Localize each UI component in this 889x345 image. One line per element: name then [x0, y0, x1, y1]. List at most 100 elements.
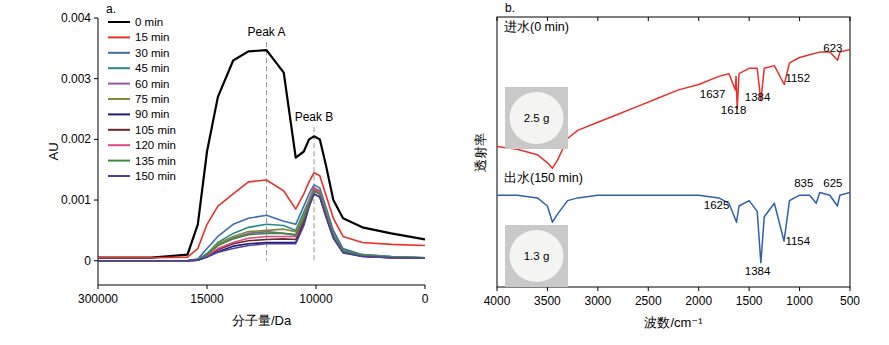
annotation: Peak A — [247, 25, 285, 39]
x-tick — [98, 285, 99, 289]
legend-swatch — [108, 52, 130, 54]
peak-label: 835 — [794, 177, 813, 189]
series-line — [98, 188, 425, 261]
figure: 00.0010.0020.0030.00430000015000100000分子… — [0, 0, 889, 345]
series-line — [98, 194, 425, 261]
plot-area — [98, 42, 425, 261]
x-tick-top — [799, 17, 800, 21]
peak-label: 625 — [823, 177, 842, 189]
series-line — [497, 49, 850, 168]
legend-label: 150 min — [135, 170, 176, 182]
legend-label: 135 min — [135, 155, 176, 167]
legend-swatch — [108, 144, 130, 146]
legend-label: 105 min — [135, 124, 176, 136]
x-tick — [799, 287, 800, 291]
x-tick-label: 1000 — [786, 294, 813, 308]
x-tick-top — [749, 17, 750, 21]
legend-swatch — [108, 98, 130, 100]
x-tick-top — [648, 17, 649, 21]
legend-swatch — [108, 83, 130, 85]
peak-label: 1384 — [745, 265, 771, 277]
plot-frame — [497, 17, 850, 287]
peak-guide — [266, 42, 267, 261]
x-tick — [425, 285, 426, 289]
series-line — [98, 185, 425, 261]
x-tick-top — [497, 17, 498, 21]
x-axis — [98, 285, 425, 286]
y-tick — [94, 260, 98, 261]
x-tick — [316, 285, 317, 289]
x-tick — [648, 287, 649, 291]
legend-label: 90 min — [135, 108, 170, 120]
legend-swatch — [108, 113, 130, 115]
series-line — [98, 188, 425, 261]
y-tick — [94, 139, 98, 140]
x-tick-label: 10000 — [299, 292, 333, 306]
x-tick-top — [698, 17, 699, 21]
series-title: 进水(0 min) — [504, 20, 569, 34]
x-axis-title: 波数/cm⁻¹ — [644, 315, 703, 330]
series-line — [98, 191, 425, 261]
legend-label: 30 min — [135, 47, 170, 59]
legend-label: 15 min — [135, 31, 170, 43]
series-line — [98, 50, 425, 258]
peak-label: 1618 — [721, 104, 747, 116]
x-tick — [547, 287, 548, 291]
photo-inset — [505, 225, 568, 287]
legend-label: 120 min — [135, 139, 176, 151]
legend-swatch — [108, 21, 130, 23]
series-line — [98, 189, 425, 261]
x-tick-label: 3500 — [534, 294, 561, 308]
y-tick-label: 0.001 — [61, 193, 91, 207]
x-tick-label: 500 — [840, 294, 860, 308]
x-tick — [850, 287, 851, 291]
x-tick — [749, 287, 750, 291]
y-tick — [94, 200, 98, 201]
x-tick-label: 15000 — [190, 292, 224, 306]
peak-label: 1637 — [700, 88, 726, 100]
y-axis-title: AU — [46, 142, 61, 160]
x-tick — [207, 285, 208, 289]
y-axis — [98, 18, 99, 285]
x-tick-label: 3000 — [585, 294, 612, 308]
y-tick — [94, 18, 98, 19]
peak-label: 1384 — [745, 91, 771, 103]
series-line — [98, 191, 425, 261]
panel-label: a. — [106, 2, 116, 16]
x-tick — [597, 287, 598, 291]
legend-label: 75 min — [135, 93, 170, 105]
legend-label: 60 min — [135, 78, 170, 90]
legend-swatch — [108, 67, 130, 69]
peak-label: 1154 — [785, 235, 810, 247]
x-tick-label: 2000 — [685, 294, 712, 308]
legend-swatch — [108, 129, 130, 131]
x-axis-title: 分子量/Da — [232, 313, 292, 328]
panel-label: b. — [505, 1, 515, 15]
x-tick-label: 1500 — [736, 294, 763, 308]
photo-inset — [505, 87, 568, 149]
peak-label: 1152 — [785, 72, 810, 84]
inset-label: 1.3 g — [524, 250, 550, 262]
annotation: Peak B — [295, 110, 334, 124]
photo-powder — [510, 92, 564, 144]
x-tick-top — [850, 17, 851, 21]
peak-label: 623 — [823, 42, 842, 54]
x-tick-label: 300000 — [78, 292, 118, 306]
peak-label: 1625 — [704, 199, 730, 211]
x-tick-top — [597, 17, 598, 21]
y-tick-label: 0.003 — [61, 72, 91, 86]
y-axis-title: 透射率 — [473, 133, 488, 172]
x-tick-label: 2500 — [635, 294, 662, 308]
y-tick-label: 0.004 — [61, 11, 91, 25]
photo-powder — [510, 230, 564, 282]
series-title: 出水(150 min) — [504, 171, 583, 185]
legend-label: 45 min — [135, 62, 170, 74]
inset-label: 2.5 g — [524, 112, 550, 124]
series-line — [98, 194, 425, 261]
legend-label: 0 min — [135, 16, 163, 28]
x-tick — [497, 287, 498, 291]
legend-swatch — [108, 175, 130, 177]
y-tick-label: 0 — [84, 254, 91, 268]
y-tick — [94, 78, 98, 79]
x-tick — [698, 287, 699, 291]
